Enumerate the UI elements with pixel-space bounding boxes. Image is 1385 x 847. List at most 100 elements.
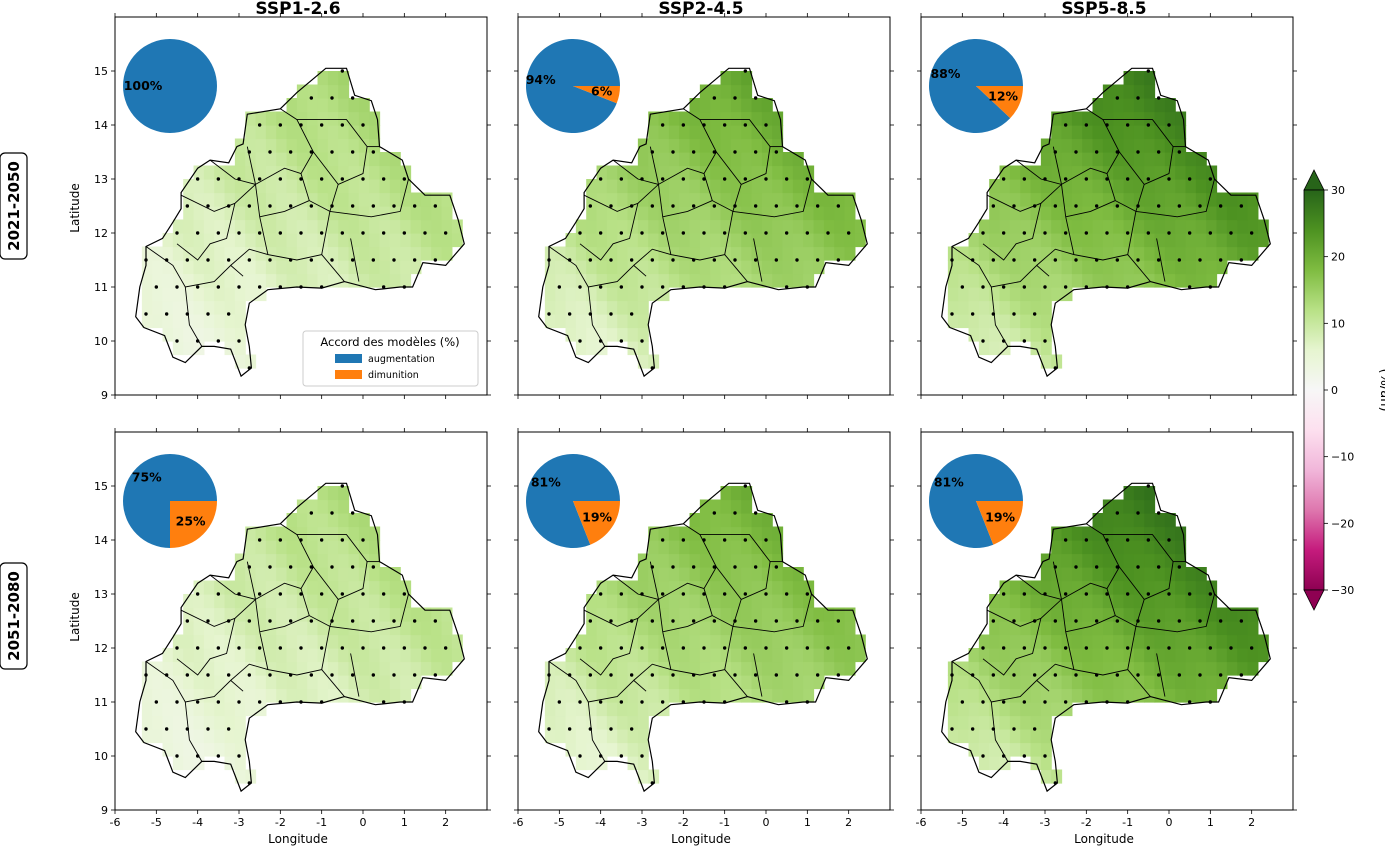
grid-cell (234, 287, 246, 302)
grid-cell (379, 567, 391, 582)
grid-cell (358, 138, 370, 153)
grid-cell (152, 675, 164, 690)
grid-cell (1144, 84, 1156, 99)
grid-cell (193, 729, 205, 744)
grid-cell (999, 287, 1011, 302)
grid-cell (1206, 607, 1218, 622)
grid-cell (689, 513, 701, 528)
grid-cell (668, 661, 680, 676)
grid-cell (286, 580, 298, 595)
grid-cell (751, 165, 763, 180)
grid-cell (1071, 634, 1083, 649)
agreement-dot (340, 538, 345, 542)
grid-cell (1164, 688, 1176, 703)
agreement-dot (288, 565, 293, 569)
grid-cell (730, 675, 742, 690)
grid-cell (1133, 273, 1145, 288)
grid-cell (193, 715, 205, 730)
region-border (724, 669, 748, 697)
agreement-dot (1032, 673, 1037, 677)
agreement-dot (629, 258, 634, 262)
grid-cell (803, 688, 815, 703)
agreement-dot (619, 592, 624, 596)
region-border (587, 701, 606, 762)
agreement-dot (753, 96, 758, 100)
grid-cell (606, 327, 618, 342)
grid-cell (338, 607, 350, 622)
grid-cell (1102, 179, 1114, 194)
grid-cell (813, 634, 825, 649)
grid-cell (172, 634, 184, 649)
grid-cell (823, 233, 835, 248)
grid-cell (1113, 594, 1125, 609)
grid-cell (1123, 540, 1135, 555)
grid-cell (834, 219, 846, 234)
agreement-dot (319, 592, 324, 596)
grid-cell (193, 341, 205, 356)
grid-cell (751, 219, 763, 234)
grid-cell (1061, 246, 1073, 261)
grid-cell (648, 648, 660, 663)
grid-cell (1185, 165, 1197, 180)
agreement-dot (1156, 150, 1161, 154)
grid-cell (741, 260, 753, 275)
grid-cell (400, 273, 412, 288)
region-border (662, 626, 734, 676)
grid-cell (741, 553, 753, 568)
grid-cell (968, 300, 980, 315)
grid-cell (441, 233, 453, 248)
grid-cell (410, 246, 422, 261)
agreement-dot (340, 646, 345, 650)
grid-cell (761, 273, 773, 288)
grid-cell (327, 567, 339, 582)
grid-cell (1009, 260, 1021, 275)
agreement-dot (350, 619, 355, 623)
grid-cell (1237, 634, 1249, 649)
grid-cell (699, 540, 711, 555)
grid-cell (1237, 192, 1249, 207)
agreement-dot (340, 231, 345, 235)
grid-cell (668, 567, 680, 582)
grid-cell (627, 314, 639, 329)
grid-cell (658, 206, 670, 221)
grid-cell (1071, 192, 1083, 207)
grid-cell (276, 580, 288, 595)
grid-cell (658, 138, 670, 153)
grid-cell (276, 273, 288, 288)
grid-cell (720, 567, 732, 582)
grid-cell (648, 580, 660, 595)
grid-cell (307, 179, 319, 194)
agreement-dot (764, 646, 768, 650)
grid-cell (1144, 125, 1156, 140)
grid-cell (1133, 540, 1145, 555)
grid-cell (1102, 192, 1114, 207)
grid-cell (1020, 246, 1032, 261)
grid-cell (307, 540, 319, 555)
grid-cell (348, 138, 360, 153)
agreement-dot (1115, 204, 1120, 208)
grid-cell (978, 233, 990, 248)
grid-cell (379, 621, 391, 636)
region-border (633, 663, 672, 681)
grid-cell (648, 233, 660, 248)
grid-cell (203, 688, 215, 703)
grid-cell (772, 526, 784, 541)
grid-cell (296, 98, 308, 113)
grid-cell (606, 688, 618, 703)
grid-cell (1133, 260, 1145, 275)
grid-cell (327, 233, 339, 248)
grid-cell (772, 192, 784, 207)
grid-cell (989, 607, 1001, 622)
grid-cell (214, 607, 226, 622)
grid-cell (555, 314, 567, 329)
grid-cell (410, 233, 422, 248)
grid-cell (947, 688, 959, 703)
agreement-dot (330, 673, 334, 677)
grid-cell (720, 594, 732, 609)
grid-cell (751, 567, 763, 582)
grid-cell (307, 260, 319, 275)
grid-cell (679, 260, 691, 275)
grid-cell (1009, 729, 1021, 744)
agreement-dot (950, 312, 954, 316)
